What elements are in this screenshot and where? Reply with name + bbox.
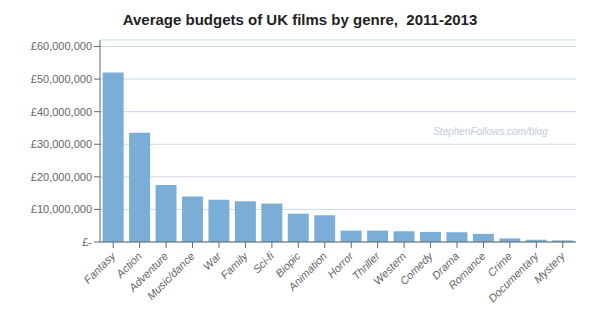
svg-text:Documentary: Documentary: [485, 249, 541, 305]
svg-text:Fantasy: Fantasy: [81, 249, 118, 286]
svg-text:£40,000,000: £40,000,000: [31, 106, 92, 118]
html-text:StephenFollows.com/blog: StephenFollows.com/blog: [433, 125, 548, 137]
svg-text:Sci-fi: Sci-fi: [250, 249, 277, 276]
svg-text:Horror: Horror: [324, 249, 356, 281]
svg-text:Thriller: Thriller: [349, 249, 382, 282]
svg-text:Family: Family: [218, 249, 250, 281]
svg-text:Drama: Drama: [429, 249, 462, 282]
svg-text:£50,000,000: £50,000,000: [31, 73, 92, 85]
svg-text:£60,000,000: £60,000,000: [31, 40, 92, 52]
svg-text:Biopic: Biopic: [272, 249, 303, 280]
svg-text:Western: Western: [371, 249, 409, 288]
svg-text:Music/dance: Music/dance: [145, 250, 197, 302]
svg-text:Crime: Crime: [484, 249, 515, 279]
svg-text:Animation: Animation: [285, 250, 329, 294]
svg-text:£-: £-: [82, 236, 92, 248]
svg-text:Adventure: Adventure: [126, 249, 171, 294]
svg-text:Action: Action: [113, 249, 144, 280]
html-text:Average budgets of UK films by: Average budgets of UK films by genre, 20…: [122, 11, 478, 28]
svg-text:£10,000,000: £10,000,000: [31, 203, 92, 215]
svg-text:£30,000,000: £30,000,000: [31, 138, 92, 150]
svg-text:Mystery: Mystery: [531, 249, 568, 286]
svg-text:£20,000,000: £20,000,000: [31, 171, 92, 183]
svg-text:Romance: Romance: [446, 250, 488, 292]
svg-text:Comedy: Comedy: [397, 249, 436, 288]
svg-text:War: War: [201, 249, 225, 273]
